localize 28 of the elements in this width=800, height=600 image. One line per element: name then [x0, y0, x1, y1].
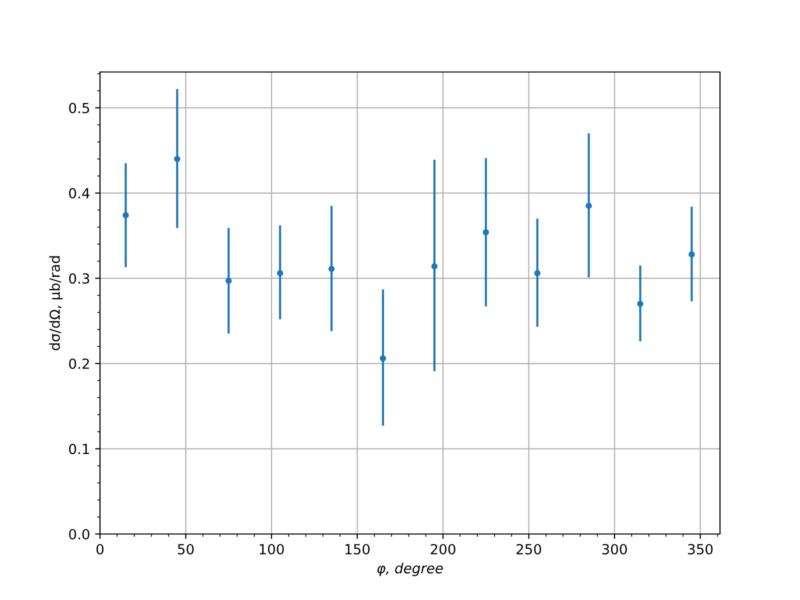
y-tick-label: 0.4 [69, 188, 90, 199]
point [482, 229, 490, 236]
point [688, 251, 695, 258]
y-tick-label: 0.1 [69, 444, 89, 454]
point [122, 212, 129, 218]
point [380, 355, 386, 362]
y-tick-label: 0.5 [69, 102, 90, 114]
x-tick-label: 100 [260, 544, 284, 554]
point [431, 263, 438, 270]
y-tick-label: 0.0 [69, 528, 90, 540]
x-tick-label: 200 [430, 544, 456, 554]
point [328, 266, 335, 272]
point [534, 270, 540, 276]
y-tick-label: 0.3 [69, 273, 90, 284]
point [586, 202, 592, 209]
point [226, 278, 232, 284]
y-axis-title: dσ/dΩ, μb/rad [49, 256, 63, 350]
point [174, 156, 180, 162]
x-tick-label: 250 [516, 544, 542, 554]
x-tick-label: 0 [96, 544, 104, 554]
x-tick-label: 300 [602, 544, 627, 554]
x-tick-label: 350 [688, 544, 713, 554]
x-tick-label: 50 [178, 544, 194, 554]
point [276, 270, 284, 276]
x-tick-label: 150 [346, 544, 370, 554]
y-tick-label: 0.2 [69, 358, 89, 369]
point [637, 300, 644, 307]
x-axis-title: φ, degree [377, 562, 443, 576]
